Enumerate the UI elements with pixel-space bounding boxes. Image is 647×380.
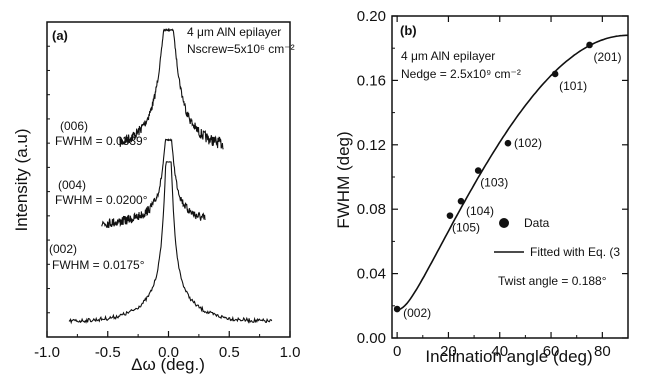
panel-b-y-tick-label: 0.00 [357, 330, 386, 347]
series-label-002: (002) [49, 242, 77, 256]
panel-a-sample-annotation: 4 μm AlN epilayer [187, 25, 281, 39]
panel-a-x-ticks: -1.0 -0.5 0.0 0.5 1.0 [34, 45, 301, 361]
fwhm-label-002: FWHM = 0.0175° [52, 258, 145, 272]
panel-b-label: (b) [400, 23, 417, 38]
panel-b-y-axis-label: FWHM (deg) [334, 131, 353, 228]
panel-a-y-axis-label: Intensity (a.u) [12, 129, 31, 232]
data-point-201 [586, 41, 593, 49]
data-point-105 [446, 212, 454, 219]
data-point-label: (002) [403, 306, 431, 320]
panel-a-density-annotation: Nscrew=5x10⁶ cm⁻² [187, 42, 295, 56]
panel-b-x-tick-label: 0 [393, 343, 401, 360]
panel-b-x-axis-label: Inclination angle (deg) [425, 347, 592, 366]
data-point-102 [504, 139, 512, 147]
series-label-004: (004) [58, 178, 86, 192]
panel-b-x-tick-label: 20 [440, 343, 457, 360]
fwhm-label-006: FWHM = 0.0339° [55, 134, 148, 148]
data-point-label: (103) [480, 176, 508, 190]
panel-a-x-tick-label: 0.5 [219, 344, 240, 361]
panel-b-points: (002) (105) (104) (103) (102) (101) (201) [393, 41, 622, 320]
legend-data-label: Data [524, 216, 550, 230]
data-point-label: (104) [466, 204, 494, 218]
panel-b-twist-annotation: Twist angle = 0.188° [498, 274, 607, 288]
panel-a-label: (a) [52, 28, 68, 43]
panel-b-x-tick-label: 40 [491, 343, 508, 360]
data-point-104 [457, 197, 465, 205]
panel-b-y-tick-label: 0.04 [357, 266, 386, 283]
data-point-002 [393, 305, 401, 313]
curve-006 [119, 27, 224, 150]
data-point-label: (201) [594, 50, 622, 64]
legend-fit-label: Fitted with Eq. (3 [530, 245, 620, 259]
panel-a: -1.0 -0.5 0.0 0.5 1.0 (a) 4 μm AlN epilayer … [12, 21, 301, 374]
data-point-label: (101) [559, 79, 587, 93]
data-point-103 [474, 167, 482, 174]
panel-b-y-tick-label: 0.08 [357, 201, 386, 218]
panel-b-y-tick-label: 0.16 [357, 72, 386, 89]
panel-a-curves [68, 27, 273, 325]
curve-004 [101, 138, 206, 229]
series-label-006: (006) [60, 119, 88, 133]
panel-a-x-tick-label: 0.0 [158, 344, 179, 361]
fwhm-label-004: FWHM = 0.0200° [55, 193, 148, 207]
data-point-label: (102) [514, 136, 542, 150]
panel-a-x-tick-label: -0.5 [95, 344, 121, 361]
curve-002 [68, 161, 273, 325]
panel-b-x-tick-label: 60 [543, 343, 560, 360]
panel-b-ticks: 0 20 40 60 80 0.00 0.04 0.08 0.12 0.16 0.20 [357, 8, 629, 360]
panel-b-density-annotation: Nedge = 2.5x10⁹ cm⁻² [401, 67, 521, 81]
panel-b-sample-annotation: 4 μm AlN epilayer [401, 49, 495, 63]
data-point-101 [551, 70, 559, 78]
panel-b-y-tick-label: 0.20 [357, 8, 386, 25]
data-point-label: (105) [452, 221, 480, 235]
panel-a-x-tick-label: 1.0 [280, 344, 301, 361]
panel-a-x-axis-label: Δω (deg.) [131, 355, 205, 374]
panel-a-x-tick-label: -1.0 [34, 344, 60, 361]
panel-b-y-tick-label: 0.12 [357, 137, 386, 154]
panel-b: 0 20 40 60 800.000.040.080.120.160.20 (002)(… [334, 8, 629, 366]
panel-b-frame [391, 15, 629, 339]
panel-b-x-tick-label: 80 [594, 343, 611, 360]
legend-data-marker [499, 218, 509, 228]
